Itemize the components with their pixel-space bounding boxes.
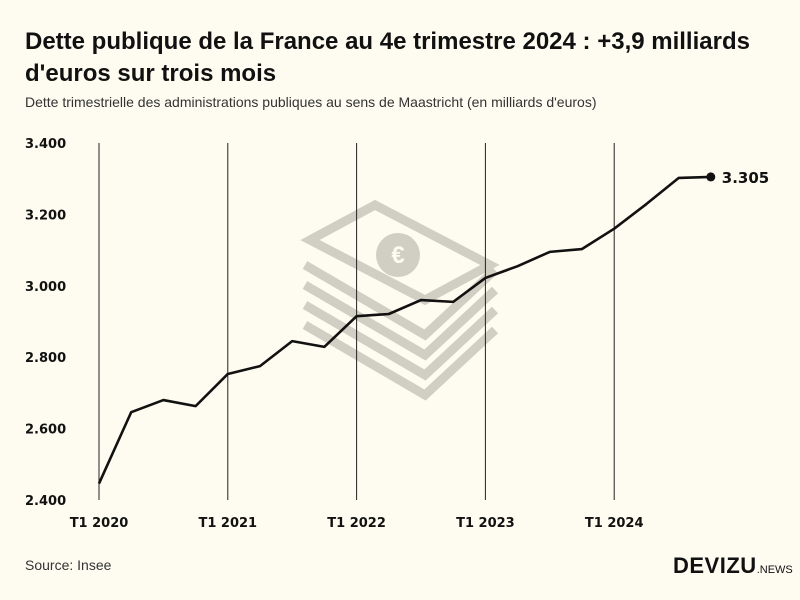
y-tick-label: 3.000	[25, 280, 66, 295]
data-point	[706, 172, 716, 182]
x-tick-label: T1 2022	[327, 516, 386, 531]
chart-title: Dette publique de la France au 4e trimes…	[25, 28, 750, 87]
svg-text:€: €	[391, 242, 404, 269]
x-tick-label: T1 2020	[70, 516, 129, 531]
y-tick-label: 3.200	[25, 208, 66, 223]
last-value-label: 3.305	[722, 169, 769, 187]
series-line	[97, 175, 711, 485]
x-tick-label: T1 2024	[585, 516, 644, 531]
chart-subtitle: Dette trimestrielle des administrations …	[25, 94, 597, 110]
brand-logo: DEVIZU.NEWS	[673, 553, 793, 579]
y-tick-label: 2.600	[25, 423, 66, 438]
source-note: Source: Insee	[25, 557, 112, 573]
y-tick-label: 2.400	[25, 494, 66, 509]
x-tick-label: T1 2021	[198, 516, 257, 531]
y-tick-label: 3.400	[25, 137, 66, 152]
logo-suffix: .NEWS	[756, 564, 793, 576]
x-tick-label: T1 2023	[456, 516, 515, 531]
logo-main: DEVIZU	[673, 553, 757, 578]
y-tick-label: 2.800	[25, 351, 66, 366]
banknote-watermark-icon: €	[300, 199, 500, 401]
